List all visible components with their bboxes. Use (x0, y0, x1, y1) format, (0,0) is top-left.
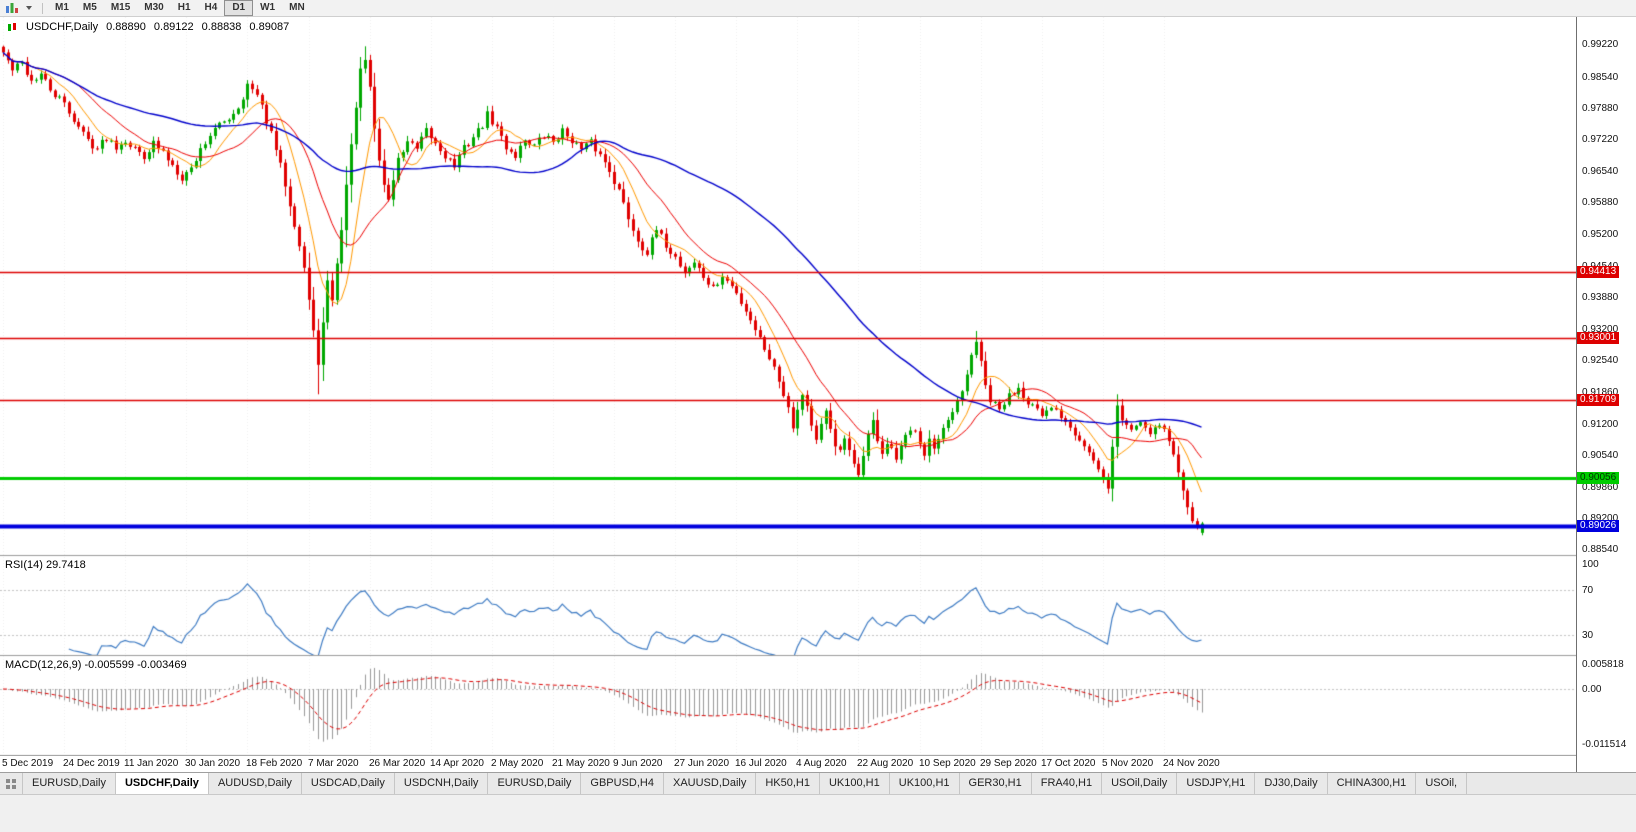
date-axis-label: 18 Feb 2020 (246, 758, 303, 769)
timeframe-button-h4[interactable]: H4 (204, 2, 218, 13)
price-axis: 0.99220 0.98540 0.97880 0.97220 0.96540 0.958… (1576, 17, 1636, 772)
chart-tab-usdjpy-h1[interactable]: USDJPY,H1 (1177, 773, 1256, 794)
date-axis-label: 11 Jan 2020 (124, 758, 179, 769)
price-line-tag: 0.89026 (1577, 520, 1620, 532)
price-axis-label: 0.92540 (1582, 355, 1619, 366)
date-axis-label: 14 Apr 2020 (430, 758, 484, 769)
timeframe-button-m5[interactable]: M5 (82, 2, 97, 13)
candlestick-icon (7, 22, 18, 33)
timeframe-buttons: M1 M5 M15 M30 H1 H4 D1 W1 MN (48, 0, 312, 17)
chart-tab-xauusd-daily[interactable]: XAUUSD,Daily (664, 773, 757, 794)
date-axis-label: 17 Oct 2020 (1041, 758, 1096, 769)
price-axis-label: 0.93200 (1582, 324, 1619, 335)
price-axis-label: 0.95200 (1582, 229, 1619, 240)
date-axis-label: 24 Dec 2019 (63, 758, 120, 769)
date-axis-label: 16 Jul 2020 (735, 758, 787, 769)
timeframe-button-m15[interactable]: M15 (110, 2, 131, 13)
macd-axis-label: -0.011514 (1582, 739, 1627, 750)
price-line-tag: 0.94413 (1577, 266, 1620, 278)
price-axis-label: 0.90540 (1582, 450, 1619, 461)
date-axis-label: 26 Mar 2020 (369, 758, 426, 769)
toolbar-separator (42, 2, 43, 14)
price-axis-label: 0.95880 (1582, 197, 1619, 208)
date-axis-label: 24 Nov 2020 (1163, 758, 1220, 769)
date-axis: 5 Dec 2019 24 Dec 2019 11 Jan 2020 30 Jan 2… (0, 756, 1576, 772)
price-line-tag: 0.90056 (1577, 472, 1620, 484)
chart-tab-dj30-daily[interactable]: DJ30,Daily (1255, 773, 1328, 794)
open-value: 0.88890 (106, 21, 146, 33)
date-axis-label: 5 Dec 2019 (2, 758, 54, 769)
date-axis-label: 27 Jun 2020 (674, 758, 730, 769)
chart-tab-china300-h1[interactable]: CHINA300,H1 (1328, 773, 1417, 794)
date-axis-label: 22 Aug 2020 (857, 758, 914, 769)
date-axis-label: 7 Mar 2020 (308, 758, 359, 769)
macd-axis-label: 0.005818 (1582, 659, 1624, 670)
date-axis-label: 21 May 2020 (552, 758, 610, 769)
chart-tab-usoil-daily[interactable]: USOil,Daily (1102, 773, 1178, 794)
timeframe-button-m30[interactable]: M30 (144, 2, 164, 13)
price-line-tag: 0.91709 (1577, 394, 1620, 406)
price-axis-label: 0.91860 (1582, 387, 1619, 398)
date-axis-label: 5 Nov 2020 (1102, 758, 1154, 769)
timeframe-button-m1[interactable]: M1 (55, 2, 69, 13)
price-axis-label: 0.99220 (1582, 39, 1619, 50)
price-axis-label: 0.89860 (1582, 482, 1619, 493)
chart-tab-audusd-daily[interactable]: AUDUSD,Daily (209, 773, 302, 794)
price-axis-label: 0.93880 (1582, 292, 1619, 303)
rsi-axis-label: 100 (1582, 559, 1599, 570)
close-value: 0.89087 (249, 21, 290, 33)
date-axis-label: 9 Jun 2020 (613, 758, 663, 769)
macd-indicator-label: MACD(12,26,9) -0.005599 -0.003469 (5, 659, 187, 671)
low-value: 0.88838 (201, 21, 242, 33)
chart-tab-hk50-h1[interactable]: HK50,H1 (756, 773, 820, 794)
chart-tab-eurusd-daily[interactable]: EURUSD,Daily (488, 773, 582, 794)
date-axis-label: 4 Aug 2020 (796, 758, 847, 769)
high-value: 0.89122 (153, 21, 194, 33)
macd-axis-label: 0.00 (1582, 684, 1602, 695)
symbol-info: USDCHF,Daily 0.88890 0.89122 0.88838 0.8… (5, 21, 289, 33)
status-bar (0, 794, 1636, 832)
rsi-indicator-label: RSI(14) 29.7418 (5, 559, 86, 571)
chart-type-icon[interactable] (5, 2, 19, 14)
symbol-label: USDCHF,Daily (26, 21, 99, 33)
top-toolbar: M1 M5 M15 M30 H1 H4 D1 W1 MN (0, 0, 1636, 17)
timeframe-button-mn[interactable]: MN (289, 2, 305, 13)
rsi-axis-label: 70 (1582, 585, 1594, 596)
date-axis-label: 2 May 2020 (491, 758, 544, 769)
chart-tab-uk100-h1[interactable]: UK100,H1 (820, 773, 890, 794)
date-axis-label: 29 Sep 2020 (980, 758, 1037, 769)
chart-tab-gbpusd-h4[interactable]: GBPUSD,H4 (581, 773, 664, 794)
tabbar-windows-icon[interactable] (0, 773, 23, 794)
price-axis-label: 0.96540 (1582, 166, 1619, 177)
chart-tab-usdcad-daily[interactable]: USDCAD,Daily (302, 773, 395, 794)
chart-tab-fra40-h1[interactable]: FRA40,H1 (1032, 773, 1103, 794)
price-axis-label: 0.88540 (1582, 544, 1619, 555)
price-line-tag: 0.93001 (1577, 332, 1620, 344)
date-axis-label: 10 Sep 2020 (919, 758, 976, 769)
chart-tab-ger30-h1[interactable]: GER30,H1 (960, 773, 1032, 794)
timeframe-button-d1[interactable]: D1 (224, 0, 254, 16)
price-axis-label: 0.97880 (1582, 103, 1619, 114)
chart-tab-uk100-h1[interactable]: UK100,H1 (890, 773, 960, 794)
chart-tabbar: EURUSD,Daily USDCHF,Daily AUDUSD,Daily USDC… (0, 772, 1636, 794)
chart-tab-usoil[interactable]: USOil, (1416, 773, 1468, 794)
timeframe-button-h1[interactable]: H1 (177, 2, 191, 13)
rsi-axis-label: 30 (1582, 630, 1594, 641)
date-axis-label: 30 Jan 2020 (185, 758, 241, 769)
price-axis-label: 0.89200 (1582, 513, 1619, 524)
chart-tab-eurusd-daily[interactable]: EURUSD,Daily (23, 773, 116, 794)
price-axis-label: 0.98540 (1582, 72, 1619, 83)
timeframe-button-w1[interactable]: W1 (260, 2, 276, 13)
chevron-down-icon[interactable] (26, 6, 32, 10)
price-chart-canvas[interactable] (0, 17, 1576, 756)
chart-tab-usdcnh-daily[interactable]: USDCNH,Daily (395, 773, 489, 794)
price-axis-label: 0.97220 (1582, 134, 1619, 145)
price-axis-label: 0.91200 (1582, 419, 1619, 430)
chart-tab-usdchf-daily[interactable]: USDCHF,Daily (115, 773, 209, 794)
chart-area: USDCHF,Daily 0.88890 0.89122 0.88838 0.8… (0, 17, 1636, 772)
